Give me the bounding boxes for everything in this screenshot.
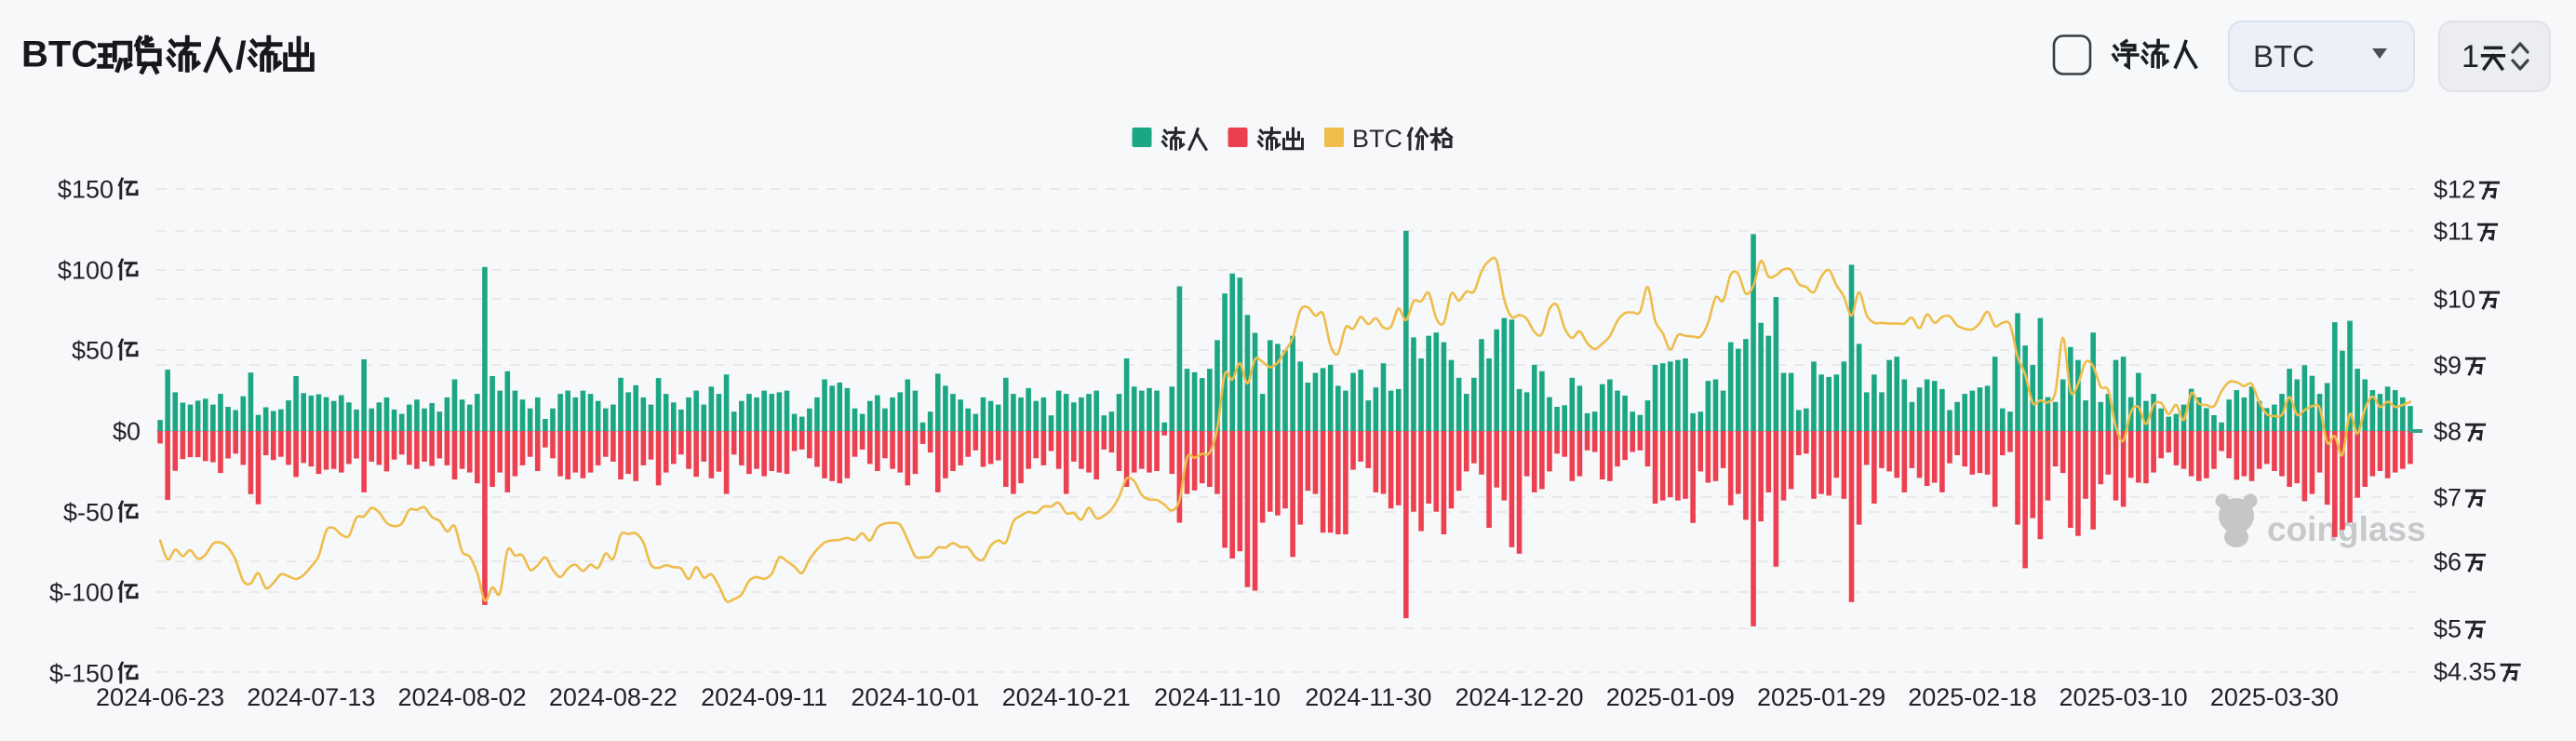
svg-text:$50: $50 [72, 337, 114, 365]
svg-text:BTC: BTC [1352, 125, 1402, 153]
svg-text:2025-01-09: 2025-01-09 [1606, 683, 1735, 711]
svg-text:$7: $7 [2434, 484, 2462, 512]
svg-text:2024-08-02: 2024-08-02 [398, 683, 527, 711]
svg-text:$0: $0 [113, 418, 141, 446]
svg-text:$8: $8 [2434, 418, 2462, 446]
svg-text:2024-10-01: 2024-10-01 [851, 683, 979, 711]
svg-text:$150: $150 [58, 176, 114, 204]
svg-text:2024-09-11: 2024-09-11 [701, 683, 827, 711]
svg-text:coinglass: coinglass [2267, 510, 2426, 548]
svg-text:2025-01-29: 2025-01-29 [1757, 683, 1885, 711]
svg-text:1: 1 [2462, 39, 2479, 74]
svg-text:$100: $100 [58, 257, 114, 285]
svg-text:2025-03-30: 2025-03-30 [2210, 683, 2339, 711]
svg-text:$9: $9 [2434, 352, 2462, 380]
svg-text:$4.35: $4.35 [2434, 658, 2497, 686]
svg-text:BTC: BTC [21, 34, 98, 75]
svg-text:$-150: $-150 [49, 660, 114, 688]
svg-text:$-100: $-100 [49, 579, 114, 607]
svg-text:$5: $5 [2434, 615, 2462, 643]
svg-text:2024-12-20: 2024-12-20 [1455, 683, 1583, 711]
svg-text:$12: $12 [2434, 176, 2475, 204]
svg-text:BTC: BTC [2253, 39, 2314, 74]
svg-text:2024-11-30: 2024-11-30 [1305, 683, 1431, 711]
svg-text:2024-06-23: 2024-06-23 [96, 683, 224, 711]
svg-text:2025-03-10: 2025-03-10 [2059, 683, 2188, 711]
svg-text:2024-11-10: 2024-11-10 [1154, 683, 1281, 711]
svg-text:/: / [235, 34, 247, 77]
svg-text:$-50: $-50 [63, 499, 114, 527]
svg-text:2024-10-21: 2024-10-21 [1002, 683, 1131, 711]
svg-text:2025-02-18: 2025-02-18 [1908, 683, 2036, 711]
svg-text:$10: $10 [2434, 286, 2475, 314]
svg-text:2024-07-13: 2024-07-13 [247, 683, 375, 711]
svg-text:$6: $6 [2434, 548, 2462, 576]
svg-text:2024-08-22: 2024-08-22 [549, 683, 678, 711]
svg-text:$11: $11 [2434, 218, 2474, 246]
